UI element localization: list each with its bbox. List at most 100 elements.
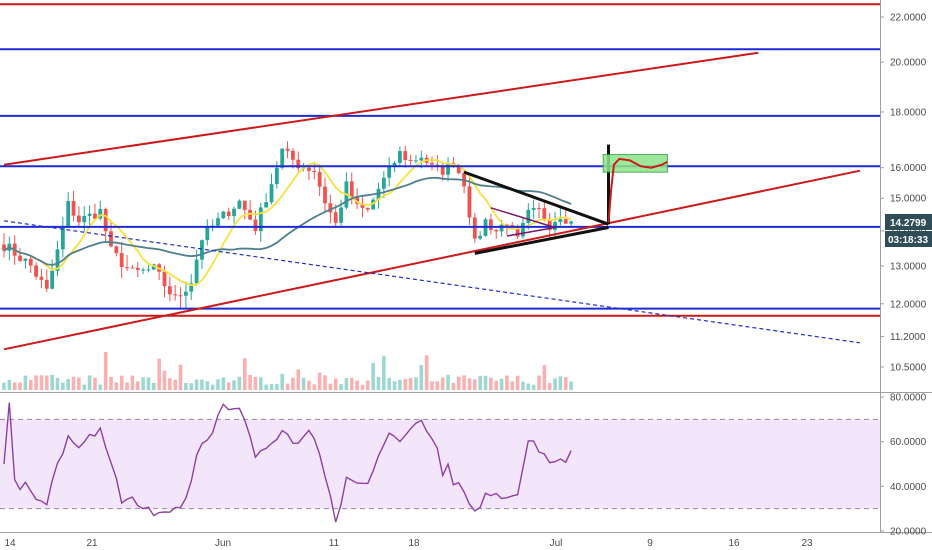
candle-body — [82, 215, 87, 223]
volume-bar — [537, 375, 541, 390]
candle-body — [77, 215, 81, 223]
volume-bar — [61, 382, 65, 390]
volume-bar — [392, 381, 397, 390]
candle-body — [28, 258, 33, 266]
candle-body — [547, 220, 552, 230]
time-tick-label: 11 — [329, 538, 340, 549]
volume-bar — [467, 378, 472, 390]
volume-pane — [2, 351, 573, 390]
volume-bar — [237, 376, 242, 390]
volume-bar — [547, 383, 552, 390]
volume-bar — [344, 378, 349, 390]
candle-body — [392, 162, 397, 167]
candle-body — [323, 186, 327, 204]
volume-bar — [168, 378, 172, 390]
candle-body — [205, 226, 210, 241]
volume-bar — [280, 373, 284, 390]
drawing-overlays[interactable] — [0, 3, 880, 351]
rsi-tick-label: 80.0000 — [890, 393, 927, 404]
volume-bar — [424, 355, 429, 390]
candle-body — [178, 295, 183, 297]
candle-body — [408, 159, 413, 161]
candle-body — [333, 212, 338, 223]
volume-bar — [435, 381, 440, 390]
candle-body — [499, 224, 504, 232]
candle-body — [50, 270, 55, 289]
candle-body — [232, 208, 236, 217]
candle-body — [200, 240, 204, 260]
volume-bar — [103, 351, 108, 390]
volume-bar — [34, 375, 38, 390]
candle-body — [141, 269, 145, 271]
volume-bar — [296, 369, 301, 390]
volume-bar — [45, 375, 49, 390]
volume-bar — [505, 375, 509, 390]
volume-bar — [71, 376, 76, 390]
candle-body — [569, 221, 573, 224]
rsi-axis[interactable]: 80.0000 60.0000 40.0000 20.0000 — [880, 393, 927, 538]
volume-bar — [414, 377, 418, 390]
price-axis[interactable]: 22.000020.000018.000016.000015.000014.00… — [880, 13, 927, 374]
candle-body — [221, 211, 226, 219]
volume-bar — [403, 379, 408, 390]
inner-triangle-line[interactable] — [490, 207, 556, 237]
volume-bar — [360, 384, 365, 390]
candle-body — [312, 170, 317, 173]
candle-body — [328, 203, 333, 213]
candle-body — [467, 186, 472, 218]
price-tick-label: 13.0000 — [890, 261, 927, 272]
time-tick-label: 23 — [801, 538, 813, 549]
volume-bar — [446, 374, 450, 390]
candle-body — [515, 225, 520, 237]
rsi-tick-label: 60.0000 — [890, 437, 927, 448]
candle-body — [194, 259, 199, 284]
volume-bar — [152, 382, 156, 390]
rsi-pane[interactable] — [0, 402, 880, 523]
volume-bar — [12, 382, 17, 390]
volume-bar — [510, 381, 515, 390]
volume-bar — [18, 382, 22, 390]
candle-body — [258, 207, 263, 232]
volume-bar — [563, 377, 568, 390]
candle-body — [387, 166, 392, 178]
volume-bar — [478, 375, 482, 390]
volume-bar — [77, 377, 81, 390]
projected-price-path[interactable] — [607, 157, 668, 223]
volume-bar — [494, 380, 498, 390]
candle-body — [440, 165, 445, 175]
candle-body — [296, 159, 301, 169]
last-price-label: 14.2799 — [890, 218, 927, 229]
volume-bar — [221, 377, 226, 390]
candle-body — [184, 291, 188, 296]
volume-bar — [264, 384, 268, 390]
price-tick-label: 16.0000 — [890, 163, 927, 174]
candle-body — [414, 160, 418, 162]
channel-upper-trendline[interactable] — [3, 51, 759, 166]
volume-bar — [189, 383, 194, 390]
time-tick-label: 18 — [408, 538, 420, 549]
price-pane[interactable] — [0, 0, 932, 533]
candle-body — [285, 148, 290, 151]
candle-body — [472, 217, 477, 239]
time-tick-label: 14 — [4, 538, 16, 549]
triangle-upper-line[interactable] — [463, 170, 610, 226]
volume-bar — [205, 381, 210, 390]
candle-body — [248, 209, 252, 220]
candle-body — [355, 197, 359, 204]
volume-bar — [526, 383, 531, 390]
channel-lower-trendline[interactable] — [3, 169, 861, 351]
volume-bar — [371, 362, 375, 390]
price-tick-label: 20.0000 — [890, 58, 927, 69]
volume-bar — [307, 380, 311, 390]
candle-body — [66, 201, 71, 226]
volume-bar — [569, 381, 573, 390]
volume-bar — [2, 382, 6, 390]
volume-bar — [135, 381, 140, 390]
countdown-label: 03:18:33 — [888, 235, 928, 246]
volume-bar — [119, 375, 124, 390]
candle-body — [226, 211, 231, 217]
triangle-lower-line[interactable] — [474, 226, 609, 255]
volume-bar — [87, 375, 92, 390]
time-axis[interactable]: 14 21 Jun 11 18 Jul 9 16 23 — [4, 538, 813, 549]
